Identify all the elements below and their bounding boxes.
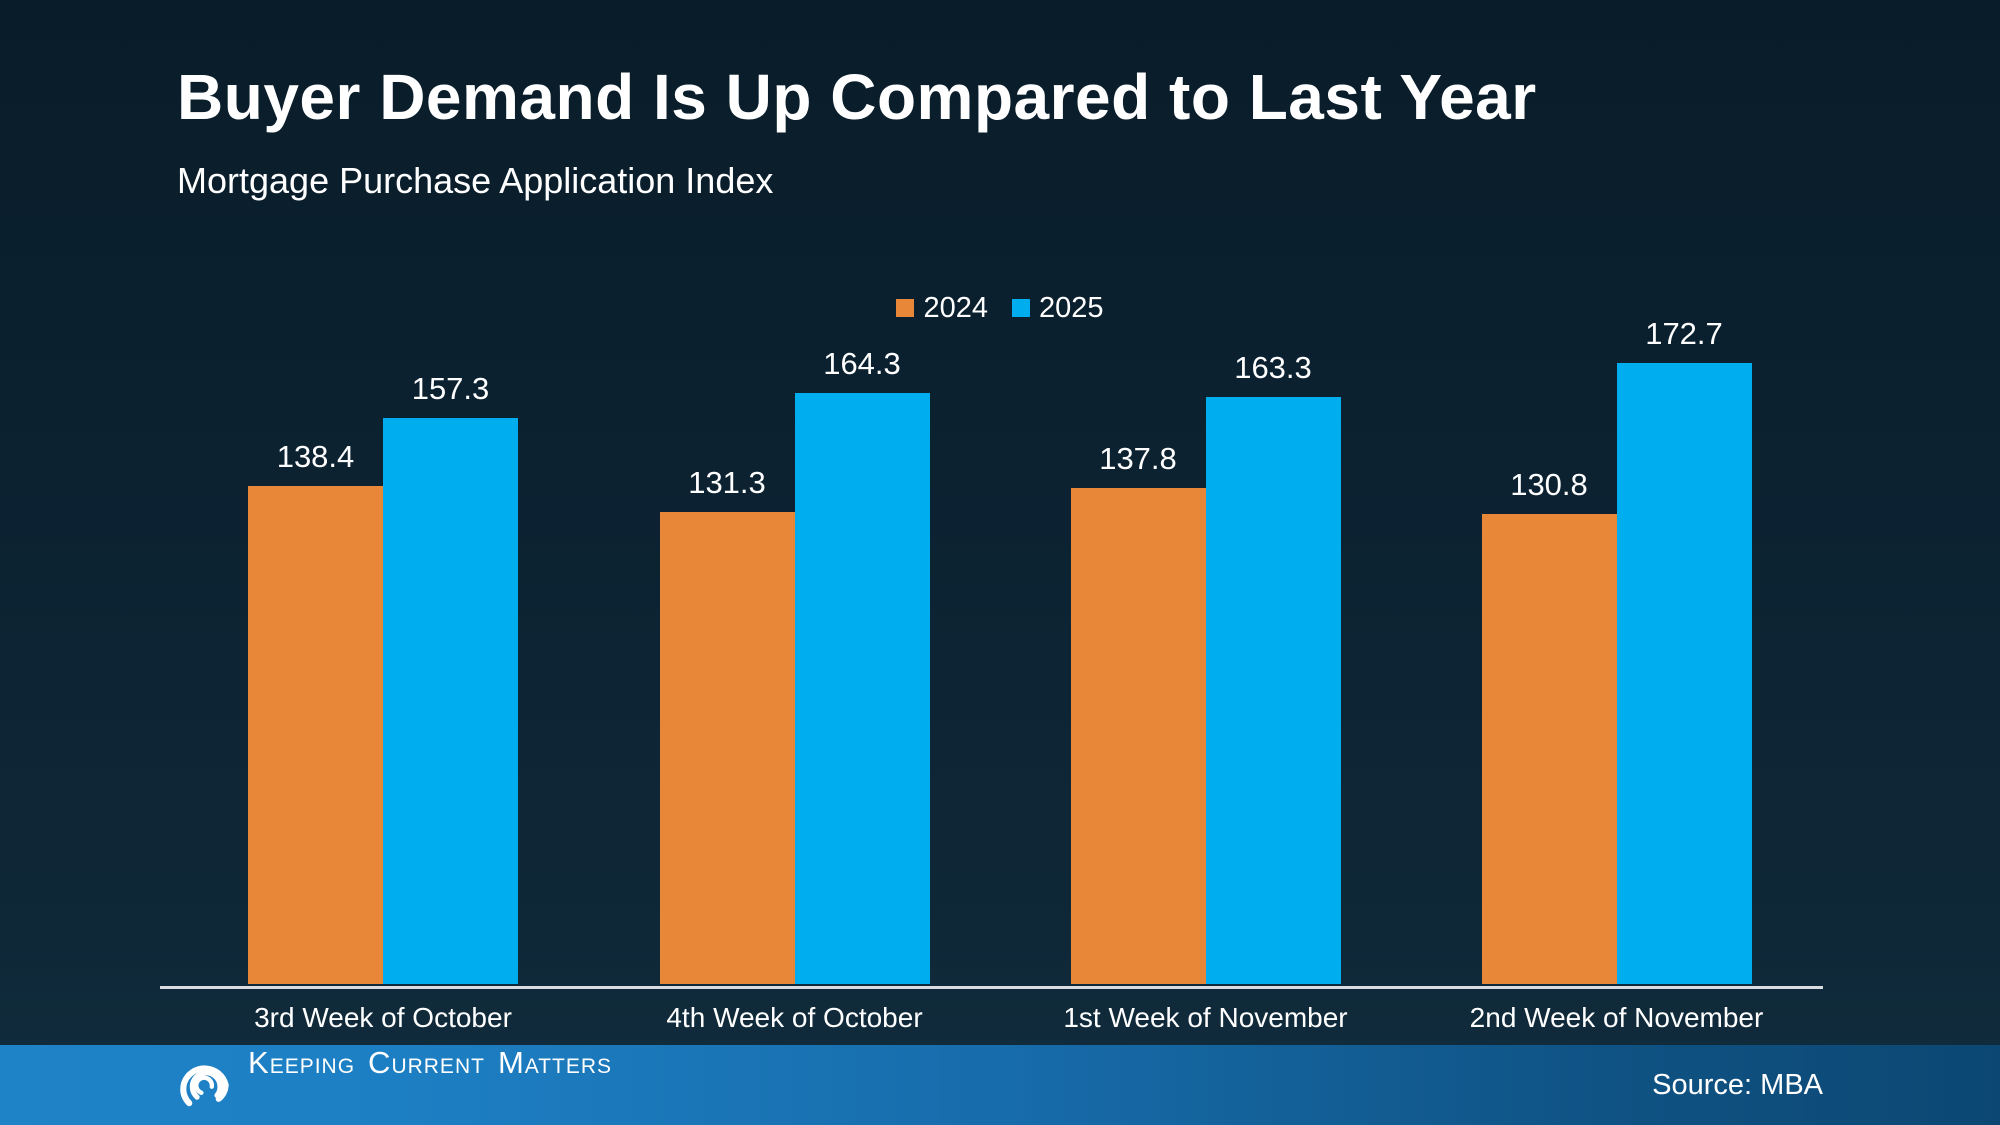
bar-2024-2nd-week-of-november	[1481, 514, 1617, 984]
bar-2025-2nd-week-of-november	[1616, 363, 1752, 984]
legend-item-2024: 2024	[896, 292, 988, 324]
footer-bar: KEEPING CURRENT MATTERS Source: MBA	[0, 1045, 2000, 1125]
value-label-2025-3rd-week-of-october: 157.3	[411, 371, 490, 406]
value-label-2024-3rd-week-of-october: 138.4	[276, 439, 355, 474]
legend-swatch-2025	[1012, 299, 1030, 317]
value-label-2025-2nd-week-of-november: 172.7	[1645, 316, 1723, 351]
legend-label-2024: 2024	[923, 292, 988, 324]
value-label-2025-1st-week-of-november: 163.3	[1234, 350, 1312, 385]
category-label-4th-week-of-october: 4th Week of October	[666, 1002, 923, 1033]
category-label-2nd-week-of-november: 2nd Week of November	[1469, 1002, 1764, 1033]
bar-2024-4th-week-of-october	[659, 512, 795, 984]
x-axis-line	[160, 986, 1823, 989]
value-label-2024-2nd-week-of-november: 130.8	[1510, 467, 1588, 502]
kcm-swirl-logo-icon	[180, 1065, 229, 1107]
chart-title: Buyer Demand Is Up Compared to Last Year	[177, 61, 1537, 133]
bar-2025-4th-week-of-october	[794, 393, 930, 984]
bar-2024-1st-week-of-november	[1070, 488, 1206, 984]
brand-word-matters: MATTERS	[497, 1045, 613, 1080]
chart-legend: 2024 2025	[0, 292, 2000, 324]
brand-word-current: CURRENT	[368, 1045, 485, 1080]
legend-item-2025: 2025	[1012, 292, 1104, 324]
brand-word-keeping: KEEPING	[248, 1045, 356, 1080]
bar-2025-1st-week-of-november	[1205, 397, 1341, 984]
source-label: Source: MBA	[1652, 1068, 1823, 1101]
value-label-2024-1st-week-of-november: 137.8	[1099, 441, 1177, 476]
category-label-3rd-week-of-october: 3rd Week of October	[254, 1002, 512, 1033]
bar-2025-3rd-week-of-october	[383, 418, 518, 984]
value-label-2025-4th-week-of-october: 164.3	[823, 346, 901, 381]
legend-label-2025: 2025	[1039, 292, 1104, 324]
bar-2024-3rd-week-of-october	[248, 486, 383, 984]
value-label-2024-4th-week-of-october: 131.3	[688, 465, 766, 500]
brand-name: KEEPING CURRENT MATTERS	[248, 1045, 612, 1125]
legend-swatch-2024	[896, 299, 915, 317]
category-label-1st-week-of-november: 1st Week of November	[1063, 1002, 1348, 1033]
chart-subtitle: Mortgage Purchase Application Index	[177, 160, 774, 201]
